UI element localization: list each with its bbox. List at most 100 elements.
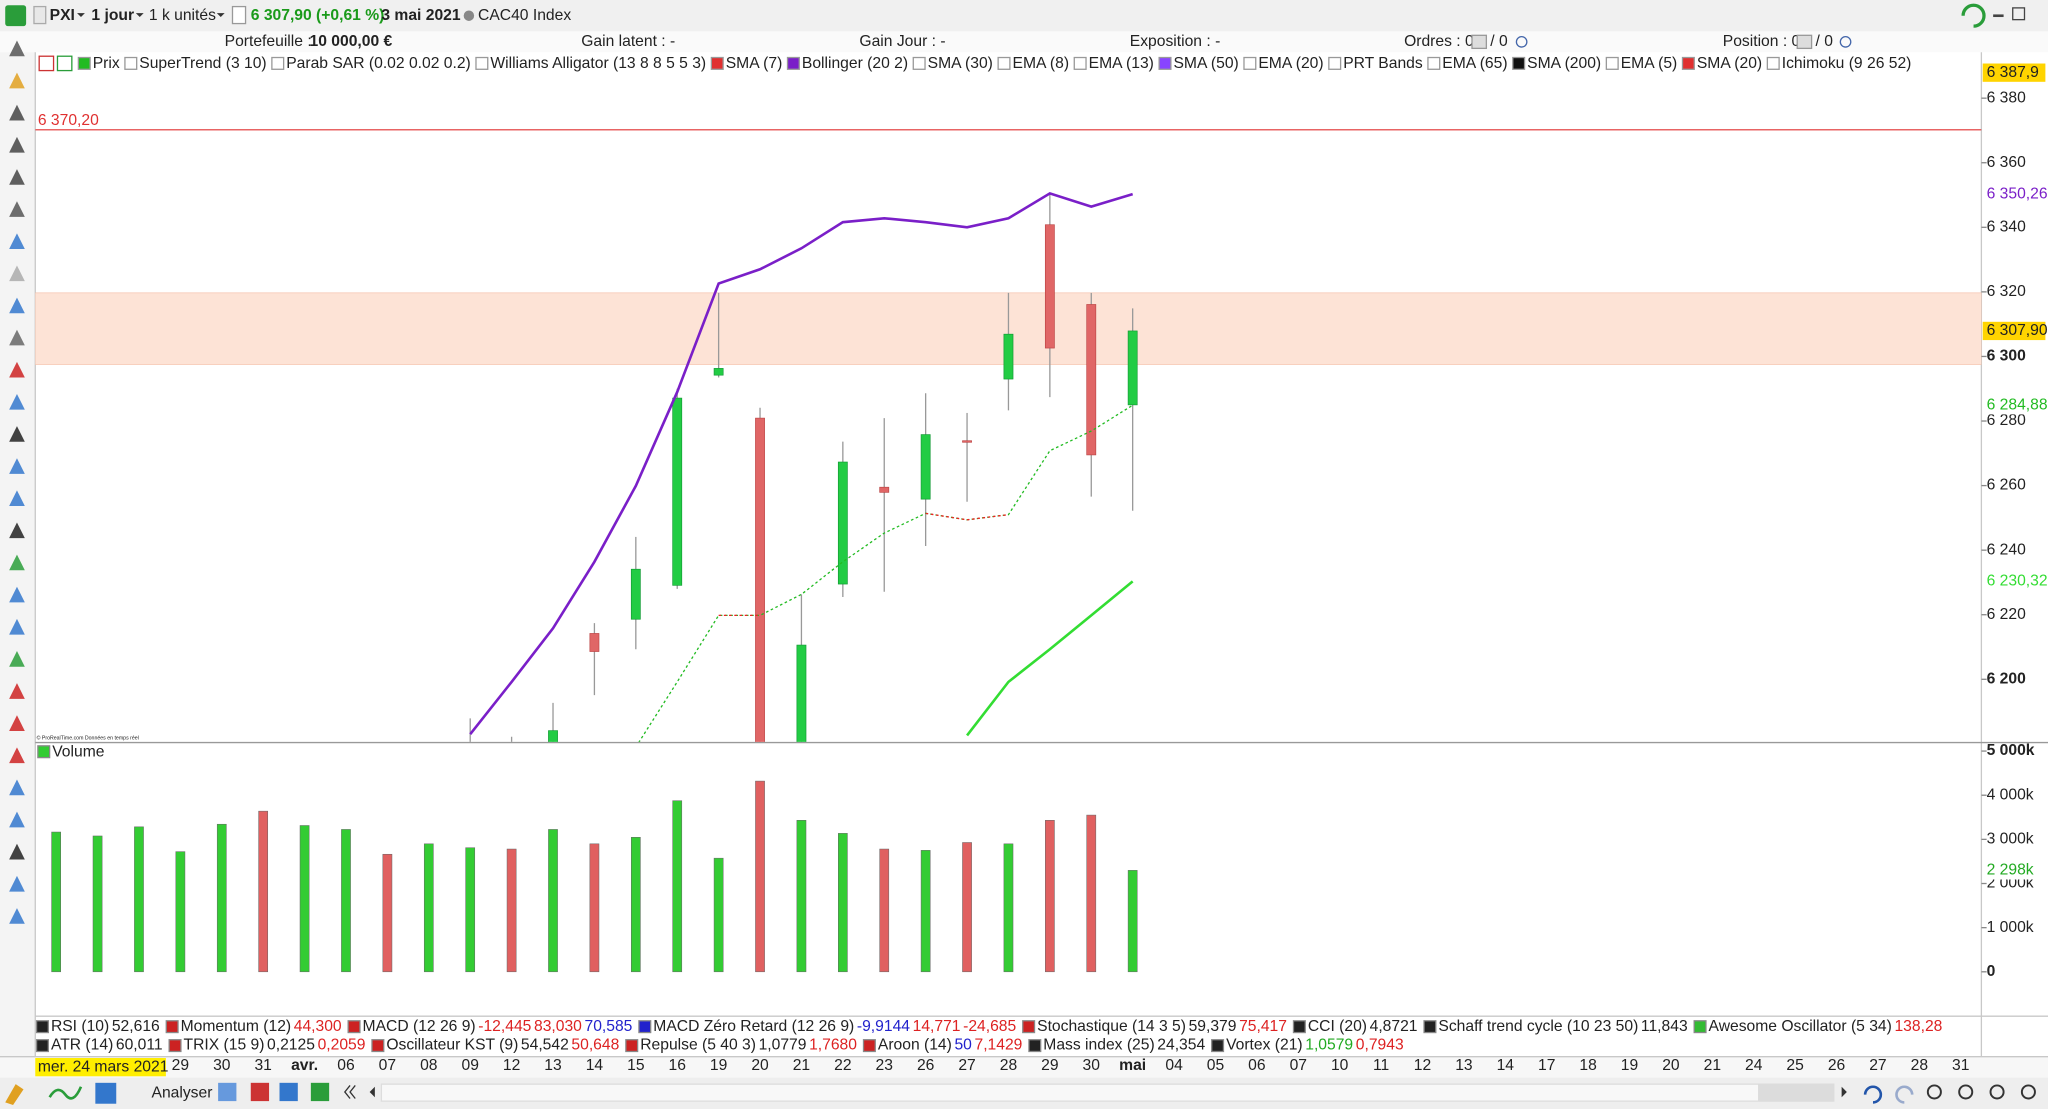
analyse-button[interactable]: Analyser: [152, 1084, 213, 1101]
legend-label[interactable]: SMA (20): [1697, 55, 1762, 72]
legend-checkbox[interactable]: [1427, 56, 1441, 70]
indicator-icon[interactable]: [168, 1039, 182, 1053]
tool-icon[interactable]: [9, 393, 25, 410]
legend-checkbox[interactable]: [1605, 56, 1619, 70]
scrollbar[interactable]: [380, 1083, 1835, 1102]
indicator-name[interactable]: MACD (12 26 9): [363, 1018, 476, 1035]
indicator-name[interactable]: Oscillateur KST (9): [386, 1037, 518, 1054]
tool-icon[interactable]: [9, 875, 25, 892]
scroll-arrow[interactable]: [369, 1086, 375, 1098]
indicator-name[interactable]: Aroon (14): [878, 1037, 952, 1054]
legend-label[interactable]: SMA (50): [1173, 55, 1238, 72]
tool-icon[interactable]: [9, 843, 25, 860]
legend-checkbox[interactable]: [786, 56, 800, 70]
legend-arrow[interactable]: [56, 55, 73, 72]
tool-icon[interactable]: [9, 811, 25, 828]
indicator-name[interactable]: Momentum (12): [181, 1018, 292, 1035]
tool-icon[interactable]: [9, 554, 25, 571]
legend-label[interactable]: Parab SAR (0.02 0.02 0.2): [286, 55, 471, 72]
tool-icon[interactable]: [9, 201, 25, 217]
zoom-fit[interactable]: [2020, 1084, 2036, 1100]
period[interactable]: 1 jour: [91, 7, 134, 24]
minimize-icon[interactable]: [1993, 14, 2004, 18]
tool-icon[interactable]: [9, 458, 25, 474]
tool-icon[interactable]: [9, 683, 25, 699]
legend-checkbox[interactable]: [997, 56, 1011, 70]
position-icon[interactable]: [1796, 34, 1813, 50]
bottom-icon[interactable]: [250, 1082, 270, 1102]
refresh-icon[interactable]: [1961, 3, 1986, 28]
volume-checkbox[interactable]: [37, 745, 51, 759]
indicator-name[interactable]: TRIX (15 9): [184, 1037, 265, 1054]
legend-label[interactable]: EMA (5): [1621, 55, 1678, 72]
scroll-arrow[interactable]: [1841, 1086, 1847, 1098]
tool-icon[interactable]: [9, 104, 25, 121]
legend-label[interactable]: EMA (20): [1258, 55, 1323, 72]
indicator-name[interactable]: Mass index (25): [1043, 1037, 1154, 1054]
scroll-left[interactable]: [343, 1085, 356, 1099]
zoom-in[interactable]: [1989, 1084, 2005, 1100]
symbol[interactable]: PXI: [50, 7, 75, 24]
legend-label[interactable]: Prix: [93, 55, 120, 72]
indicator-name[interactable]: Repulse (5 40 3): [640, 1037, 756, 1054]
redo[interactable]: [1895, 1085, 1914, 1104]
tool-icon[interactable]: [9, 490, 25, 507]
legend-checkbox[interactable]: [1243, 56, 1257, 70]
tool-icon[interactable]: [9, 297, 25, 314]
tool-icon[interactable]: [9, 522, 25, 539]
legend-checkbox[interactable]: [1766, 56, 1780, 70]
legend-label[interactable]: Williams Alligator (13 8 8 5 5 3): [490, 55, 706, 72]
legend-label[interactable]: EMA (8): [1013, 55, 1070, 72]
indicator-icon[interactable]: [165, 1020, 179, 1034]
tool-icon[interactable]: [9, 72, 25, 89]
legend-checkbox[interactable]: [1073, 56, 1087, 70]
legend-label[interactable]: Bollinger (20 2): [802, 55, 908, 72]
indicator-name[interactable]: ATR (14): [51, 1037, 113, 1054]
tool-icon[interactable]: [9, 908, 25, 924]
scroll-thumb[interactable]: [1758, 1084, 1834, 1102]
legend-label[interactable]: EMA (13): [1089, 55, 1154, 72]
legend-label[interactable]: PRT Bands: [1343, 55, 1423, 72]
indicator-icon[interactable]: [1693, 1020, 1707, 1034]
indicator-name[interactable]: MACD Zéro Retard (12 26 9): [653, 1018, 854, 1035]
indicator-name[interactable]: CCI (20): [1308, 1018, 1367, 1035]
indicator-icon[interactable]: [1022, 1020, 1036, 1034]
legend-checkbox[interactable]: [1328, 56, 1342, 70]
legend-checkbox[interactable]: [1681, 56, 1695, 70]
indicator-name[interactable]: Schaff trend cycle (10 23 50): [1438, 1018, 1638, 1035]
tool-icon[interactable]: [9, 329, 25, 346]
legend-checkbox[interactable]: [124, 56, 138, 70]
legend-label[interactable]: SMA (30): [928, 55, 993, 72]
bottom-icon[interactable]: [310, 1082, 330, 1102]
legend-label[interactable]: Ichimoku (9 26 52): [1782, 55, 1912, 72]
indicator-name[interactable]: Vortex (21): [1226, 1037, 1303, 1054]
draw-icon[interactable]: [5, 1084, 24, 1106]
orders-settings[interactable]: [1515, 35, 1528, 48]
legend-label[interactable]: SuperTrend (3 10): [139, 55, 266, 72]
tool-icon[interactable]: [9, 779, 25, 796]
indicator-icon[interactable]: [35, 1020, 49, 1034]
legend-checkbox[interactable]: [1158, 56, 1172, 70]
legend-checkbox[interactable]: [271, 56, 285, 70]
legend-checkbox[interactable]: [912, 56, 926, 70]
tool-icon[interactable]: [9, 136, 25, 153]
tool-icon[interactable]: [9, 618, 25, 635]
tool-icon[interactable]: [9, 265, 25, 282]
tool-icon[interactable]: [9, 233, 25, 249]
orders-icon[interactable]: [1471, 34, 1488, 50]
info-icon[interactable]: [231, 5, 247, 25]
legend-label[interactable]: SMA (7): [726, 55, 783, 72]
legend-arrow[interactable]: [38, 55, 55, 72]
zoom-out[interactable]: [1958, 1084, 1974, 1100]
legend-checkbox[interactable]: [1512, 56, 1526, 70]
indicator-icon[interactable]: [35, 1039, 49, 1053]
position-settings[interactable]: [1839, 35, 1852, 48]
indicator-icon[interactable]: [625, 1039, 639, 1053]
indicator-name[interactable]: Stochastique (14 3 5): [1037, 1018, 1186, 1035]
tool-icon[interactable]: [9, 426, 25, 442]
indicator-icon[interactable]: [347, 1020, 361, 1034]
indicator-name[interactable]: Awesome Oscillator (5 34): [1709, 1018, 1892, 1035]
indicator-icon[interactable]: [1292, 1020, 1306, 1034]
undo[interactable]: [1863, 1085, 1883, 1104]
tool-icon[interactable]: [9, 651, 25, 667]
